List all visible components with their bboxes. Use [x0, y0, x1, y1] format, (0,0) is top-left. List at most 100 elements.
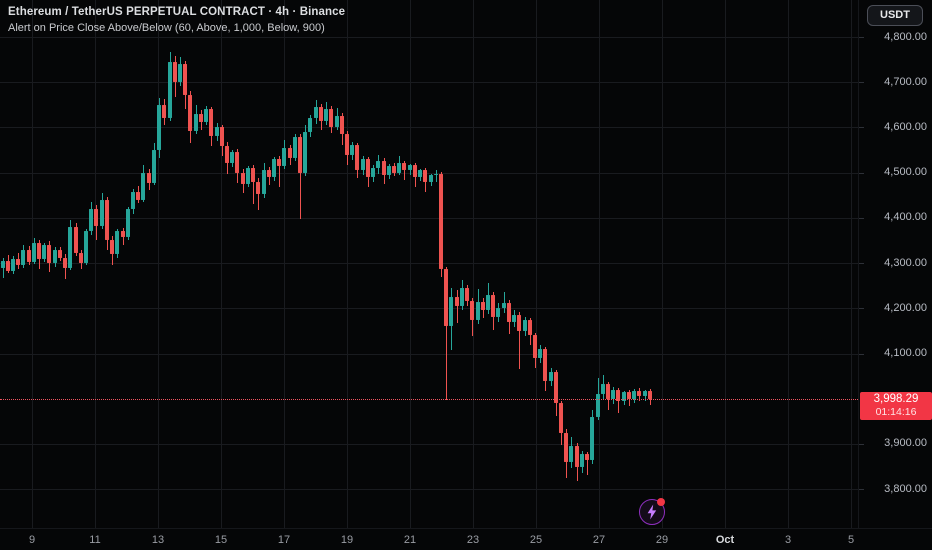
candle-wick-down — [279, 155, 281, 188]
candle-body-down — [647, 391, 652, 400]
candle-body-down — [256, 181, 261, 195]
candle-body-up — [407, 165, 412, 171]
candle-body-up — [522, 320, 527, 331]
candle-body-up — [621, 392, 626, 401]
candle-body-down — [355, 144, 360, 171]
time-axis[interactable]: 9 11 13 15 17 19 21 23 25 27 29 Oct 3 5 — [0, 528, 932, 550]
candle-body-down — [146, 172, 151, 183]
price-tick-label: 4,300.00 — [884, 256, 927, 269]
candle-body-up — [271, 159, 276, 178]
lightning-alert-icon[interactable] — [639, 498, 665, 525]
candle-body-down — [277, 159, 282, 166]
price-tick-label: 4,200.00 — [884, 301, 927, 314]
candle-body-down — [543, 348, 548, 381]
candle-body-down — [235, 152, 240, 173]
candle-wick-down — [456, 290, 458, 323]
candle-wick-down — [446, 266, 448, 400]
candle-body-up — [214, 127, 219, 136]
candle-body-up — [418, 170, 423, 178]
candle-body-up — [31, 242, 36, 263]
price-tick-mark — [859, 127, 864, 129]
candle-body-up — [42, 245, 47, 259]
candle-body-up — [324, 109, 329, 121]
candle-wick-down — [519, 311, 521, 370]
candle-body-down — [345, 133, 350, 155]
candle-body-up — [579, 453, 584, 467]
time-tick-label: 3 — [784, 534, 792, 546]
price-tick-mark — [859, 443, 864, 445]
candle-body-down — [559, 403, 564, 433]
price-tick-label: 4,800.00 — [884, 30, 927, 43]
candle-body-down — [188, 94, 193, 132]
time-tick-label: 13 — [151, 534, 165, 546]
candle-body-down — [5, 260, 10, 272]
candle-body-down — [240, 172, 245, 184]
candle-body-down — [224, 145, 229, 163]
price-tick-mark — [859, 489, 864, 491]
candle-body-up — [313, 107, 318, 119]
candle-body-down — [438, 173, 443, 270]
last-price-line — [0, 399, 858, 401]
alert-label[interactable]: Alert on Price Close Above/Below (60, Ab… — [8, 22, 325, 34]
candle-body-down — [298, 136, 303, 173]
candle-body-up — [569, 446, 574, 462]
price-tick-mark — [859, 353, 864, 355]
candle-body-up — [459, 287, 464, 307]
candle-body-down — [73, 226, 78, 254]
candle-body-down — [162, 104, 167, 118]
symbol-title[interactable]: Ethereum / TetherUS PERPETUAL CONTRACT ·… — [8, 6, 346, 18]
time-tick-label: 23 — [466, 534, 480, 546]
candle-body-down — [626, 392, 631, 399]
last-price-value: 3,998.29 — [873, 393, 919, 406]
candle-body-up — [642, 391, 647, 396]
price-tick-label: 4,100.00 — [884, 347, 927, 359]
candle-body-down — [198, 113, 203, 123]
candle-body-down — [585, 453, 590, 461]
last-price-badge[interactable]: 3,998.29 01:14:16 — [860, 392, 932, 421]
candle-body-down — [527, 320, 532, 336]
candle-body-up — [501, 302, 506, 309]
candle-body-down — [444, 269, 449, 327]
grid-line-horizontal — [0, 443, 858, 445]
candle-body-down — [465, 287, 470, 302]
candle-body-down — [532, 335, 537, 359]
candle-body-down — [287, 147, 292, 159]
candle-body-up — [449, 297, 454, 327]
candle-body-up — [496, 308, 501, 318]
candle-body-down — [209, 109, 214, 136]
candle-body-up — [334, 115, 339, 127]
candlestick-plot[interactable] — [0, 0, 858, 528]
candle-body-up — [68, 226, 73, 268]
candle-body-down — [637, 390, 642, 396]
candle-body-up — [282, 147, 287, 166]
candle-body-down — [402, 163, 407, 171]
candle-body-up — [538, 348, 543, 359]
candle-body-down — [574, 446, 579, 467]
time-tick-label: 25 — [529, 534, 543, 546]
lightning-bolt-glyph — [647, 504, 657, 520]
candle-wick-down — [587, 452, 589, 475]
price-tick-label: 3,800.00 — [884, 482, 927, 495]
candle-body-up — [99, 199, 104, 227]
candle-body-down — [78, 253, 83, 264]
time-tick-label: 21 — [403, 534, 417, 546]
candle-body-up — [245, 168, 250, 184]
candle-body-up — [84, 231, 89, 264]
candle-body-up — [151, 150, 156, 183]
price-axis[interactable]: USDT 3,998.29 01:14:16 4,800.00 4,700.00 4… — [858, 0, 932, 528]
candle-body-down — [251, 168, 256, 182]
candle-body-up — [595, 394, 600, 417]
candle-body-down — [517, 314, 522, 331]
candle-body-up — [193, 113, 198, 132]
candle-body-down — [47, 245, 52, 264]
candle-body-up — [177, 64, 182, 83]
candle-body-down — [339, 115, 344, 134]
currency-toggle-button[interactable]: USDT — [867, 5, 923, 26]
candle-body-up — [261, 170, 266, 195]
candle-wick-up — [435, 170, 437, 182]
grid-line-horizontal — [0, 217, 858, 219]
candle-body-up — [376, 160, 381, 169]
time-tick-label: 15 — [214, 534, 228, 546]
candle-body-up — [611, 389, 616, 399]
